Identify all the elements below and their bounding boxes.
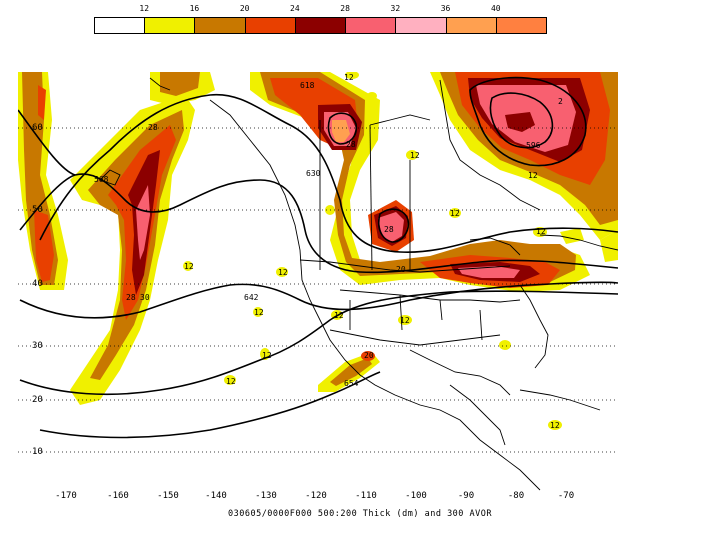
color-legend: 12 16 20 24 28 32 36 40 (94, 4, 547, 34)
contour-label: 12 (528, 171, 538, 180)
lat-tick-label: 10 (32, 447, 43, 457)
latitude-lines (18, 127, 618, 453)
legend-label: 12 (139, 4, 150, 13)
coastlines (99, 77, 618, 491)
contour-label: 12 (410, 151, 420, 160)
legend-label: 32 (390, 4, 401, 13)
thickness-contours (18, 76, 618, 439)
lon-tick-label: -70 (557, 491, 575, 501)
contour-labels: 12 12 12 12 12 12 12 12 12 12 12 12 12 2… (94, 73, 563, 430)
legend-swatch (144, 17, 196, 34)
legend-label: 16 (189, 4, 200, 13)
contour-label: 12 (400, 316, 410, 325)
contour-label: 28 (126, 293, 136, 302)
contour-label: 12 (254, 308, 264, 317)
contour-label: 12 (536, 227, 546, 236)
contour-label: 596 (526, 141, 541, 150)
legend-swatch (445, 17, 497, 34)
contour-label: 28 (346, 140, 356, 149)
contour-label: 12 (226, 377, 236, 386)
lat-tick-label: 20 (32, 395, 43, 405)
contour-label: 20 (364, 351, 374, 360)
lon-tick-label: -170 (55, 491, 77, 501)
legend-swatch (395, 17, 447, 34)
lon-tick-label: -90 (457, 491, 475, 501)
contour-label: 568 (94, 175, 109, 184)
legend-label: 24 (290, 4, 300, 13)
contour-label: 12 (334, 311, 344, 320)
contour-label: 2 (558, 97, 563, 106)
lat-tick-label: 30 (32, 341, 43, 351)
lon-tick-label: -110 (355, 491, 377, 501)
contour-label: 654 (344, 379, 359, 388)
lon-tick-label: -80 (507, 491, 525, 501)
legend-swatch (94, 17, 146, 34)
contour-label: 12 (262, 351, 272, 360)
legend-swatch (345, 17, 397, 34)
contour-label: 12 (550, 421, 560, 430)
lon-tick-label: -150 (157, 491, 179, 501)
lon-tick-label: -100 (405, 491, 427, 501)
contour-label: 30 (140, 293, 150, 302)
legend-label: 40 (490, 4, 501, 13)
vorticity-shading (18, 72, 618, 430)
legend-label: 36 (440, 4, 451, 13)
legend-label: 28 (340, 4, 350, 13)
lon-tick-label: -160 (107, 491, 129, 501)
contour-label: 642 (244, 293, 259, 302)
lat-tick-label: 50 (32, 205, 43, 215)
legend-label: 20 (239, 4, 250, 13)
contour-label: 12 (344, 73, 354, 82)
contour-label: 630 (306, 169, 321, 178)
lat-tick-label: 40 (32, 279, 43, 289)
contour-label: 20 (396, 265, 406, 274)
legend-swatch (495, 17, 547, 34)
contour-label: 12 (278, 268, 288, 277)
legend-swatch (294, 17, 347, 34)
contour-label: 618 (300, 81, 315, 90)
contour-label: 28 (384, 225, 394, 234)
lon-tick-label: -120 (305, 491, 327, 501)
lon-tick-label: -130 (255, 491, 277, 501)
lon-tick-label: -140 (205, 491, 227, 501)
contour-label: 12 (184, 262, 194, 271)
map-caption: 030605/0000F000 500:200 Thick (dm) and 3… (227, 509, 493, 519)
contour-label: 12 (450, 209, 460, 218)
lat-tick-label: 60 (32, 123, 43, 133)
legend-swatch (194, 17, 246, 34)
contour-label: 28 (148, 123, 158, 132)
legend-swatch (244, 17, 296, 34)
